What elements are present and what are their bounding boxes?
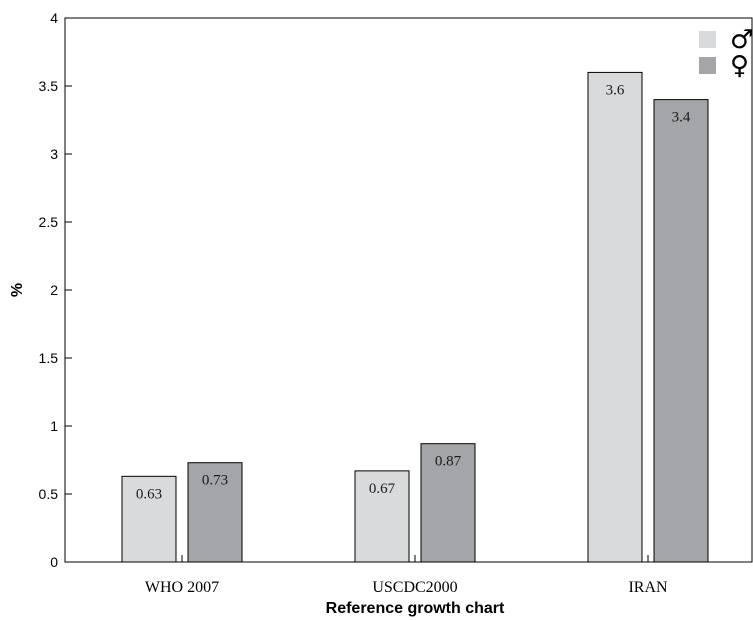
legend-swatch [699, 31, 716, 48]
y-tick-label: 2.5 [39, 214, 59, 230]
y-axis: 0 0.5 1 1.5 2 2.5 3 3.5 4 [39, 10, 72, 570]
x-axis-title: Reference growth chart [326, 600, 505, 617]
bar-value-label: 3.4 [672, 110, 691, 126]
y-tick-label: 3.5 [39, 78, 59, 94]
bar-value-label: 3.6 [606, 82, 625, 98]
x-category-label: IRAN [628, 579, 668, 596]
x-category-label: WHO 2007 [145, 579, 219, 596]
bar [653, 99, 709, 563]
legend-swatch [699, 57, 716, 74]
bar [587, 71, 643, 563]
legend-label: ♂ [730, 25, 753, 55]
y-tick-label: 3 [50, 146, 58, 162]
y-tick-label: 4 [50, 10, 58, 26]
y-tick-label: 1.5 [39, 350, 59, 366]
legend-label: ♀ [730, 51, 749, 81]
bar-value-label: 0.73 [202, 473, 228, 489]
bar-value-label: 0.87 [435, 454, 462, 470]
y-tick-label: 2 [50, 282, 58, 298]
y-axis-title: % [9, 283, 26, 297]
bar [354, 470, 410, 563]
y-tick-label: 0 [50, 554, 58, 570]
bar-value-label: 0.67 [369, 481, 396, 497]
x-axis: WHO 2007 USCDC2000 IRAN [145, 555, 668, 596]
x-category-label: USCDC2000 [372, 579, 457, 596]
value-labels-layer: 0.63 0.73 0.67 0.87 3.6 3.4 [136, 82, 691, 502]
bar-value-label: 0.63 [136, 486, 162, 502]
y-tick-label: 1 [50, 418, 58, 434]
bar [187, 462, 243, 563]
legend: ♂♀ [699, 25, 753, 81]
bars-layer [121, 71, 709, 563]
bar [121, 475, 177, 563]
bar [420, 443, 476, 563]
y-tick-label: 0.5 [39, 486, 59, 502]
